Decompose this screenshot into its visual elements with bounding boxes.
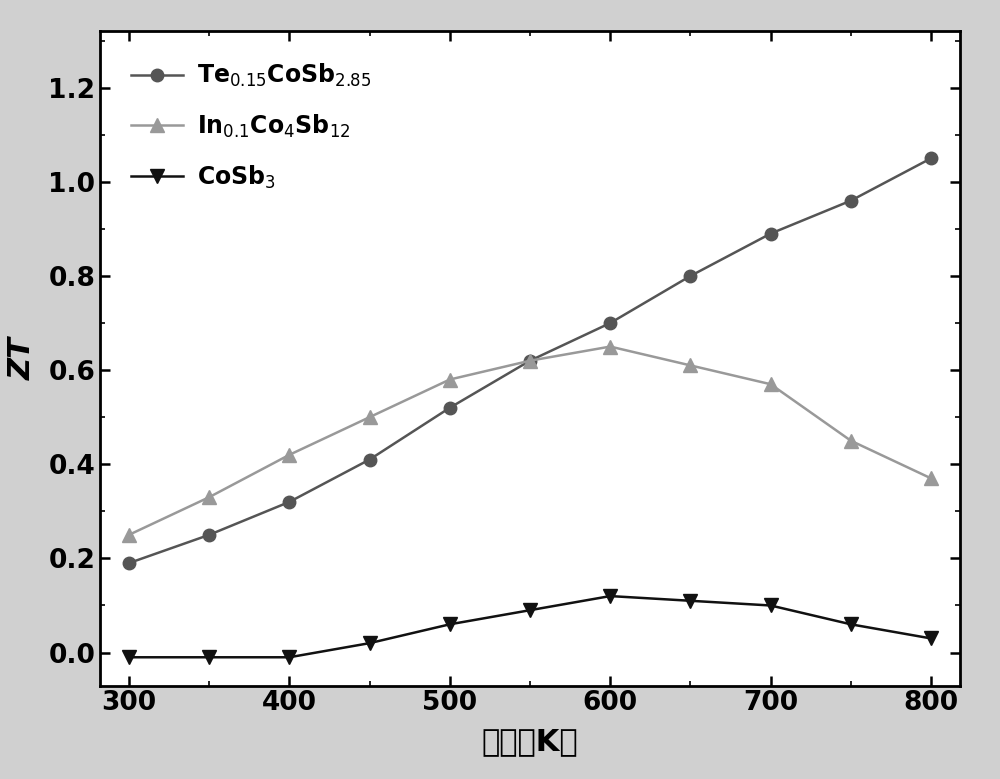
Legend: Te$_{0.15}$CoSb$_{2.85}$, In$_{0.1}$Co$_4$Sb$_{12}$, CoSb$_3$: Te$_{0.15}$CoSb$_{2.85}$, In$_{0.1}$Co$_… — [112, 43, 390, 210]
Y-axis label: ZT: ZT — [8, 337, 37, 380]
X-axis label: 温度（K）: 温度（K） — [482, 728, 578, 756]
